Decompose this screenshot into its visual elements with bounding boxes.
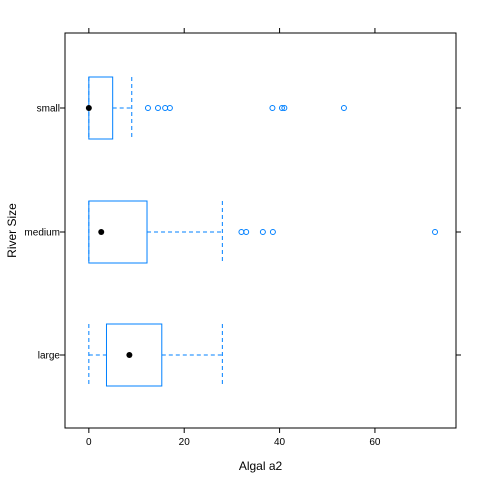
outlier-point bbox=[166, 105, 173, 111]
median-dot bbox=[98, 229, 105, 235]
box-group-small bbox=[85, 76, 347, 140]
box-group-medium bbox=[88, 200, 439, 264]
median-dot bbox=[126, 352, 133, 358]
box-marks bbox=[85, 76, 439, 387]
outlier-point bbox=[154, 105, 161, 111]
box-iqr bbox=[105, 323, 163, 387]
y-tick-label: large bbox=[38, 351, 61, 362]
y-axis-label: River Size bbox=[5, 203, 19, 258]
outlier-point bbox=[432, 229, 439, 235]
axis-ticks: 0 20 40 60 small medium large bbox=[24, 28, 461, 448]
y-tick-label: medium bbox=[24, 228, 60, 239]
outlier-point bbox=[144, 105, 151, 111]
x-tick-label: 20 bbox=[179, 437, 191, 448]
y-tick-label: small bbox=[37, 104, 60, 115]
outlier-point bbox=[243, 229, 250, 235]
outlier-point bbox=[269, 105, 276, 111]
box-iqr bbox=[88, 200, 148, 264]
x-axis-label: Algal a2 bbox=[239, 459, 283, 473]
plot-frame bbox=[64, 32, 457, 429]
outlier-point bbox=[281, 105, 288, 111]
x-tick-label: 0 bbox=[86, 437, 92, 448]
x-tick-label: 60 bbox=[369, 437, 381, 448]
outlier-point bbox=[278, 105, 285, 111]
median-dot bbox=[85, 105, 92, 111]
outlier-point bbox=[340, 105, 347, 111]
outlier-point bbox=[259, 229, 266, 235]
x-tick-label: 40 bbox=[274, 437, 286, 448]
outlier-point bbox=[269, 229, 276, 235]
box-group-large bbox=[88, 323, 223, 387]
